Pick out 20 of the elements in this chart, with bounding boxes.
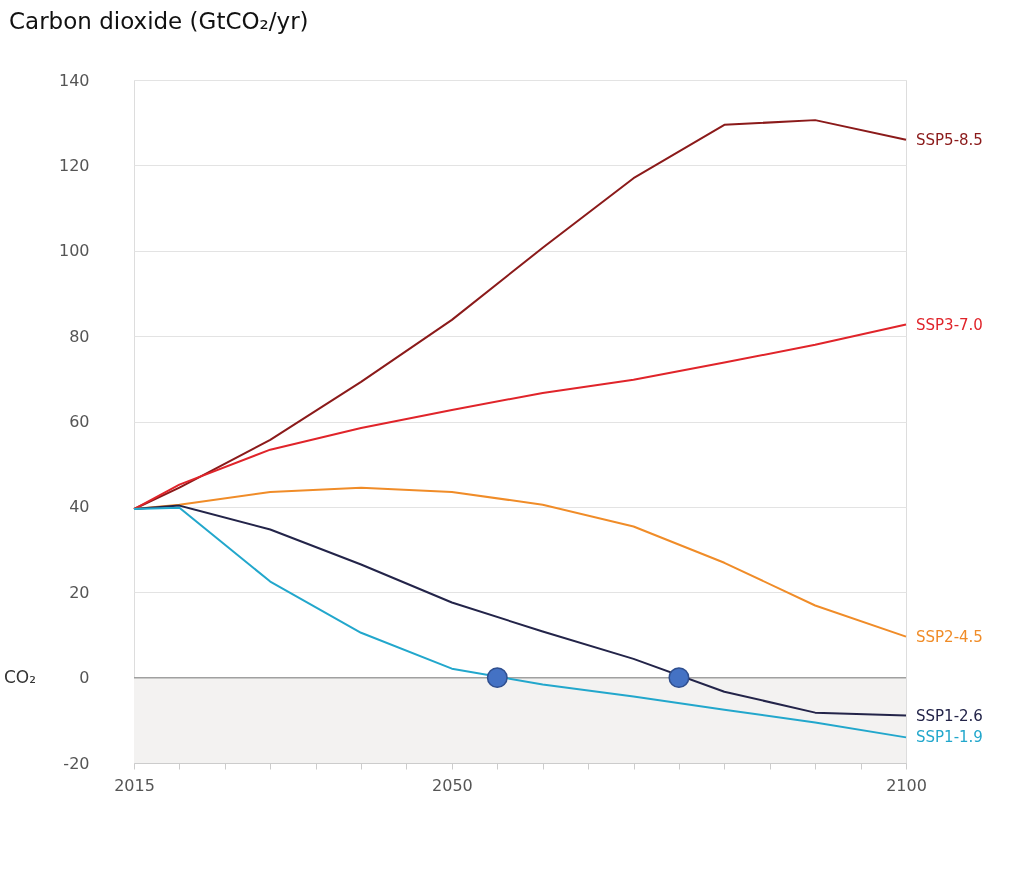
y-tick-label: 100 (58, 241, 90, 261)
series-label: SSP5-8.5 (916, 130, 983, 149)
series-label: SSP1-2.6 (916, 706, 983, 725)
x-tick-label: 2015 (114, 775, 155, 795)
y-tick-label: 140 (58, 70, 90, 90)
y-tick-label: -20 (63, 753, 90, 773)
y-tick-label: 20 (69, 582, 90, 602)
text: CO₂ (4, 666, 37, 687)
series-label: SSP3-7.0 (916, 315, 983, 334)
y-tick-label: 40 (69, 497, 90, 517)
line-series (133, 323, 907, 511)
y-tick-label: 120 (58, 155, 90, 175)
chart-title: Carbon dioxide (GtCO₂/yr) (9, 8, 309, 34)
y-tick-label: 60 (69, 412, 90, 431)
y-tick-label: 0 (79, 668, 90, 688)
series-label: SSP2-4.5 (916, 627, 983, 646)
x-tick-label: 2100 (886, 775, 927, 795)
x-tick-label: 2050 (432, 775, 473, 795)
series-label: SSP1-1.9 (916, 728, 983, 747)
y-tick-label: 80 (69, 326, 90, 346)
